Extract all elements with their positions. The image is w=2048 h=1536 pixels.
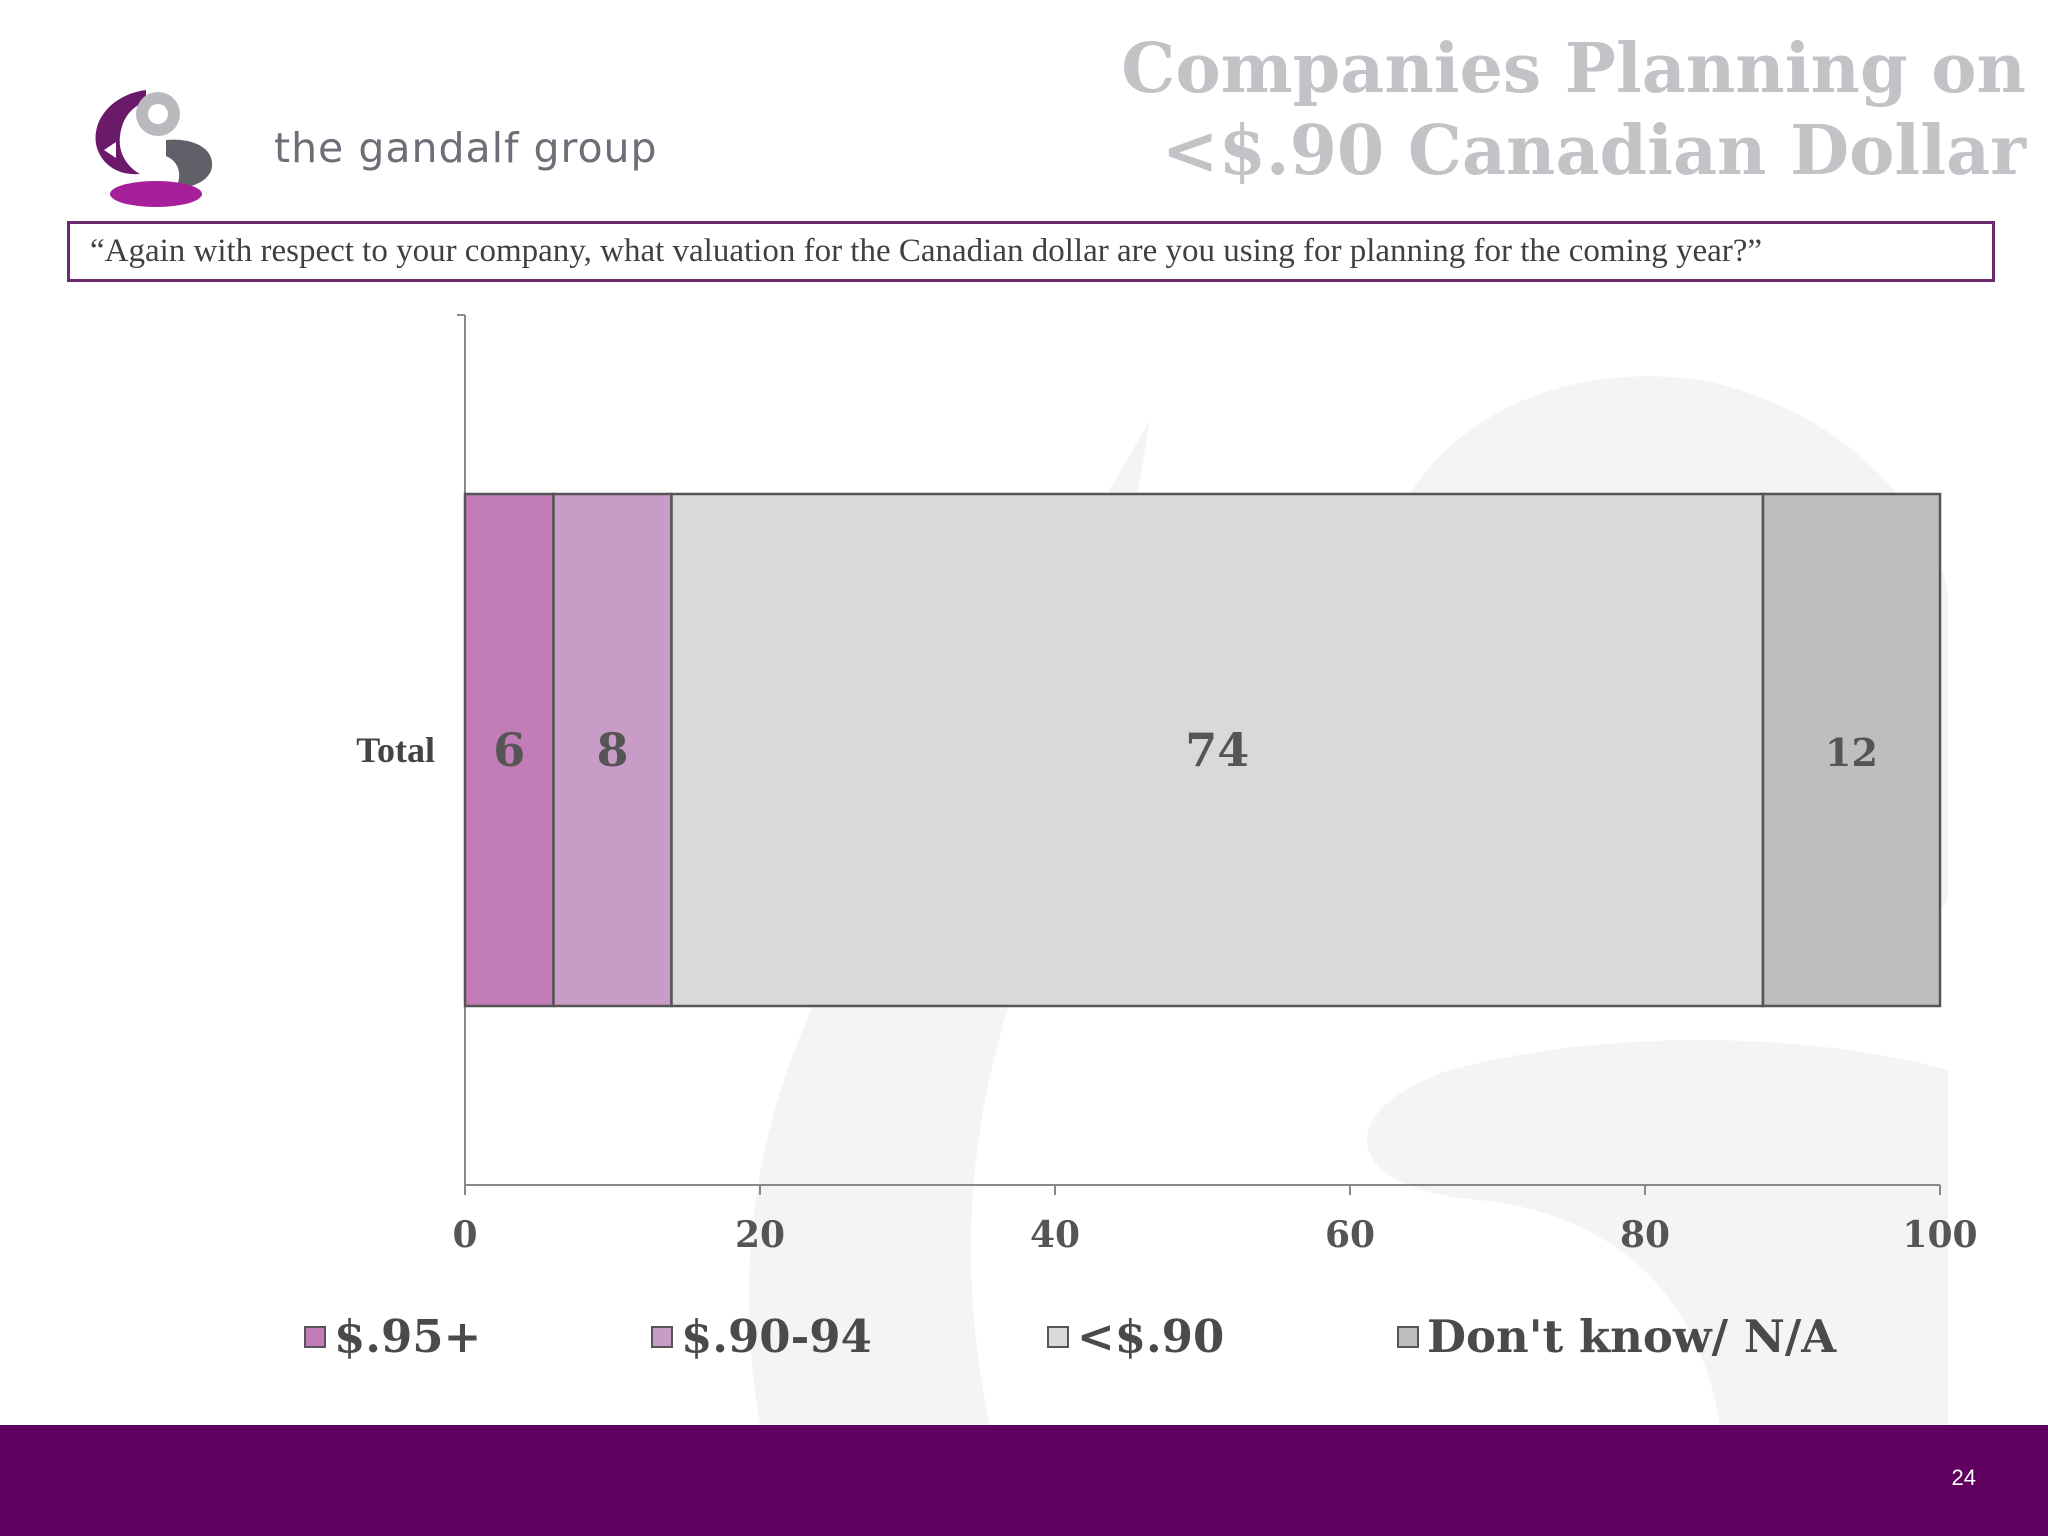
legend-label: <$.90 [1077,1310,1225,1363]
legend-swatch [304,1325,326,1348]
legend-item: $.95+ [304,1310,481,1363]
page-number: 24 [1951,1465,1976,1490]
legend-label: $.95+ [334,1310,482,1363]
bar-segment [463,492,555,1008]
title-line-2: <$.90 Canadian Dollar [1161,111,2026,191]
category-label: Total [356,730,435,770]
bar-segment [670,492,1765,1008]
legend-item: $.90-94 [651,1310,872,1363]
legend-swatch [1047,1325,1069,1348]
x-tick-label: 0 [452,1214,477,1256]
footer-band: 24 [0,1425,2048,1536]
x-tick-label: 80 [1620,1214,1670,1256]
legend-label: Don't know/ N/A [1427,1310,1837,1363]
title-line-1: Companies Planning on [1121,29,2026,109]
legend-item: Don't know/ N/A [1397,1310,1836,1363]
legend-label: $.90-94 [681,1310,872,1363]
gandalf-logo [95,90,213,207]
legend-swatch [1397,1325,1419,1348]
data-label: 74 [1185,723,1249,777]
x-tick-label: 40 [1030,1214,1080,1256]
x-tick-label: 60 [1325,1214,1375,1256]
bar-segment [1761,492,1942,1008]
bar-segment [552,492,673,1008]
brand-name: the gandalf group [274,124,658,172]
x-tick-label: 20 [735,1214,785,1256]
data-label: 6 [493,723,525,777]
stacked-bar-chart: 0 20 40 60 80 100 Total 6 8 74 12 [356,314,1978,1256]
page-title: Companies Planning on <$.90 Canadian Dol… [1026,28,2026,192]
data-label: 8 [596,723,628,777]
data-label: 12 [1825,730,1878,775]
chart-legend: $.95+ $.90-94 <$.90 Don't know/ N/A [0,1310,2048,1380]
x-tick-label: 100 [1902,1214,1977,1256]
legend-item: <$.90 [1047,1310,1224,1363]
survey-question: “Again with respect to your company, wha… [67,221,1995,282]
legend-swatch [651,1325,673,1348]
